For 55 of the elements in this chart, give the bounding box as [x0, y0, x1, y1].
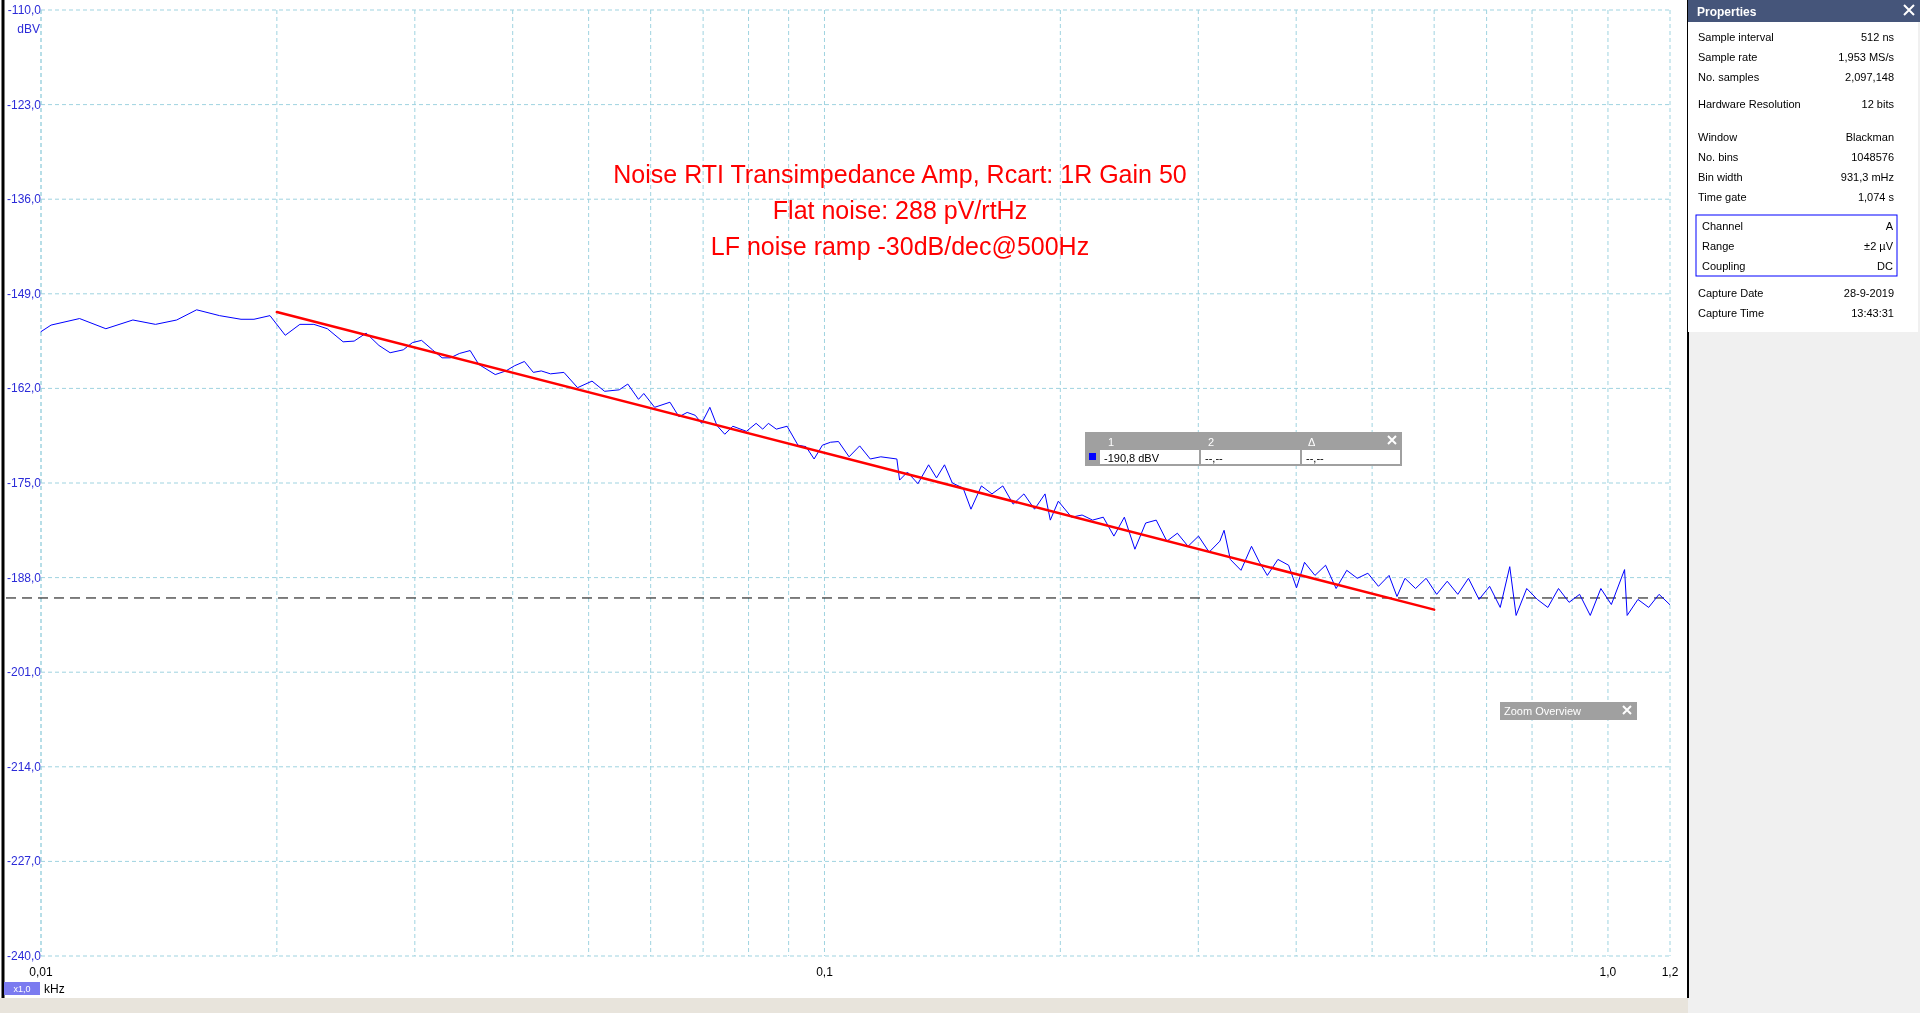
x-tick-label: 1,2	[1661, 965, 1679, 979]
annotation: --,--	[1205, 452, 1224, 464]
text: Noise RTI Transimpedance Amp, Rcart: 1R Gain 50	[613, 160, 1187, 188]
text: ±2 µV	[1864, 240, 1894, 252]
y-tick-label: -123,0	[6, 97, 42, 112]
x-tick-label: 1,0	[1599, 965, 1617, 979]
y-tick-label: -240,0	[6, 949, 42, 963]
y-tick-label: -214,0	[6, 759, 42, 774]
annotation: --,--	[1306, 452, 1325, 464]
y-tick-label: -201,0	[6, 665, 42, 680]
text: Bin width	[1698, 171, 1743, 183]
x-tick-label: 0,1	[816, 965, 834, 979]
annotation: 1	[1108, 436, 1115, 448]
annotation: LF noise ramp -30dB/dec@500Hz	[710, 232, 1090, 260]
text: 28-9-2019	[1843, 287, 1894, 299]
text: x1,0	[13, 984, 31, 994]
y-axis-title: dBV	[17, 22, 40, 36]
text: 13:43:31	[1851, 307, 1894, 319]
text: DC	[1877, 260, 1894, 272]
text: 931,3 mHz	[1840, 171, 1894, 183]
text: Window	[1698, 131, 1738, 143]
annotation: Δ	[1308, 436, 1316, 448]
text: Blackman	[1845, 131, 1894, 143]
text: 2,097,148	[1845, 71, 1894, 83]
y-tick-label: -136,0	[6, 192, 42, 207]
text: Properties	[1697, 5, 1757, 19]
text: 1,074 s	[1857, 191, 1895, 203]
y-tick-label: -149,0	[6, 286, 42, 301]
text: Capture Date	[1698, 287, 1764, 299]
text: Range	[1702, 240, 1735, 252]
text: No. samples	[1698, 71, 1760, 83]
text: 1048576	[1851, 151, 1894, 163]
x-tick-label: 0,01	[29, 965, 53, 979]
text: A	[1885, 220, 1894, 232]
y-tick-label: -162,0	[6, 381, 42, 396]
y-tick-label: -175,0	[6, 476, 42, 490]
y-tick-label: -188,0	[6, 570, 42, 585]
annotation: 2	[1208, 436, 1215, 448]
text: Time gate	[1698, 191, 1747, 203]
text: 512 ns	[1860, 31, 1895, 43]
text: 1,953 MS/s	[1838, 51, 1895, 63]
y-tick-label: -110,0	[7, 3, 42, 17]
text: No. bins	[1698, 151, 1739, 163]
annotation: Flat noise: 288 pV/rtHz	[772, 196, 1028, 224]
ref-line-label: -190,8 dBV	[1104, 452, 1160, 464]
text: Hardware Resolution	[1698, 98, 1801, 110]
text: Coupling	[1702, 260, 1746, 272]
text: Channel	[1702, 220, 1743, 232]
text: Capture Time	[1698, 307, 1765, 319]
y-tick-label: -227,0	[6, 854, 42, 869]
text: Sample interval	[1698, 31, 1774, 43]
x-axis-title: kHz	[44, 982, 65, 996]
text: 12 bits	[1861, 98, 1895, 110]
text: Sample rate	[1698, 51, 1758, 63]
annotation: Zoom Overview	[1504, 705, 1582, 717]
